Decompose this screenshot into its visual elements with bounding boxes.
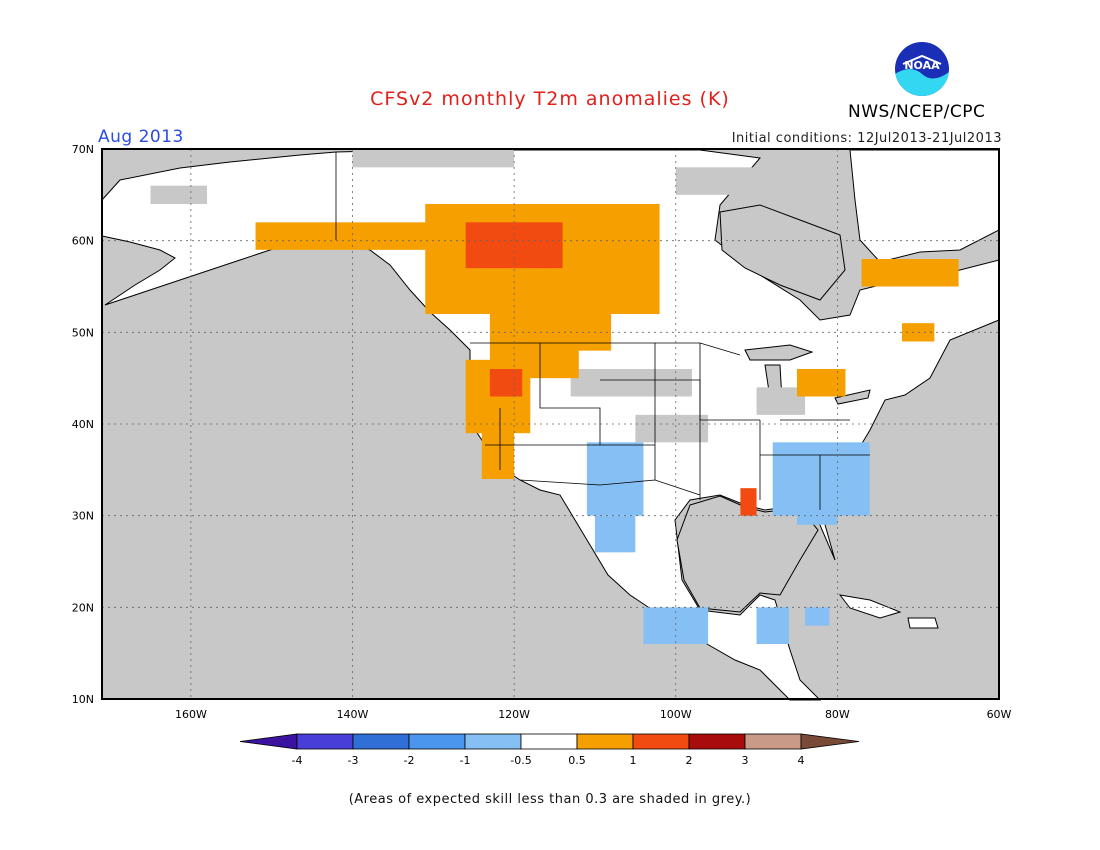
low-skill-patch — [150, 185, 208, 204]
land-mass — [101, 149, 1000, 701]
cool-anomaly-shading — [586, 442, 870, 644]
latitude-tick-label: 10N — [72, 693, 94, 706]
warm-anomaly-patch — [796, 369, 846, 397]
colorbar-tick-label: -2 — [404, 754, 415, 767]
latitude-tick-label: 60N — [72, 235, 94, 248]
valid-month-label: Aug 2013 — [98, 127, 184, 147]
colorbar-segment — [744, 733, 802, 750]
axis-labels: 10N 20N 30N 40N 50N 60N 70N 160W 140W 120W 100W 80W… — [72, 143, 1012, 721]
colorbar-tick-label: -3 — [348, 754, 359, 767]
strong-warm-anomaly-patch — [740, 488, 757, 516]
colorbar-segment — [520, 733, 578, 750]
longitude-tick-label: 120W — [498, 708, 530, 721]
initial-conditions-label: Initial conditions: 12Jul2013-21Jul2013 — [731, 131, 1002, 146]
colorbar-segment — [576, 733, 634, 750]
longitude-tick-label: 100W — [660, 708, 692, 721]
low-skill-patch — [635, 414, 709, 443]
colorbar-segment — [408, 733, 466, 750]
graticule — [102, 149, 999, 699]
colorbar-segment — [688, 733, 746, 750]
latitude-tick-label: 30N — [72, 510, 94, 523]
colorbar-tick-label: 0.5 — [568, 754, 586, 767]
colorbar-tick-label: 2 — [686, 754, 693, 767]
low-skill-shading — [150, 149, 806, 443]
skill-footnote: (Areas of expected skill less than 0.3 a… — [348, 792, 752, 807]
colorbar-segment — [464, 733, 522, 750]
colorbar-high-arrow — [800, 733, 860, 750]
longitude-tick-label: 140W — [337, 708, 369, 721]
map-frame — [101, 148, 1000, 700]
hudson-bay — [719, 204, 846, 301]
logo-text: NOAA — [904, 59, 940, 72]
latitude-tick-label: 40N — [72, 418, 94, 431]
low-skill-patch — [352, 149, 515, 168]
warm-anomaly-patch — [255, 222, 434, 250]
colorbar-tick-label: -4 — [292, 754, 303, 767]
map-title: CFSv2 monthly T2m anomalies (K) — [370, 88, 730, 110]
colorbar-low-arrow — [239, 733, 298, 750]
colorbar-tick-label: 3 — [742, 754, 749, 767]
colorbar-tick-label: -0.5 — [510, 754, 531, 767]
latitude-tick-label: 50N — [72, 326, 94, 339]
colorbar-segment — [632, 733, 690, 750]
colorbar-tick-label: 1 — [630, 754, 637, 767]
colorbar-tick-label: -1 — [460, 754, 471, 767]
low-skill-patch — [570, 369, 692, 397]
warm-anomaly-patch — [481, 424, 515, 479]
colorbar: -4 -3 -2 -1 -0.5 0.5 1 2 3 4 — [239, 733, 860, 767]
cool-anomaly-patch — [756, 607, 789, 644]
latitude-tick-label: 20N — [72, 601, 94, 614]
colorbar-tick-label: 4 — [798, 754, 805, 767]
low-skill-patch — [675, 167, 797, 195]
longitude-tick-label: 160W — [175, 708, 207, 721]
agency-label: NWS/NCEP/CPC — [848, 102, 986, 122]
longitude-tick-label: 80W — [825, 708, 850, 721]
cool-anomaly-patch — [594, 515, 636, 553]
colorbar-segment — [296, 733, 354, 750]
longitude-tick-label: 60W — [987, 708, 1012, 721]
cool-anomaly-patch — [586, 442, 644, 516]
noaa-logo: NOAA — [895, 42, 949, 96]
strong-warm-anomaly-patch — [489, 369, 523, 397]
cool-anomaly-patch — [805, 607, 830, 626]
colorbar-segment — [352, 733, 410, 750]
political-borders — [335, 152, 870, 510]
cool-anomaly-patch — [796, 488, 838, 525]
latitude-tick-label: 70N — [72, 143, 94, 156]
warm-anomaly-patch — [861, 259, 959, 287]
cool-anomaly-patch — [643, 607, 709, 644]
